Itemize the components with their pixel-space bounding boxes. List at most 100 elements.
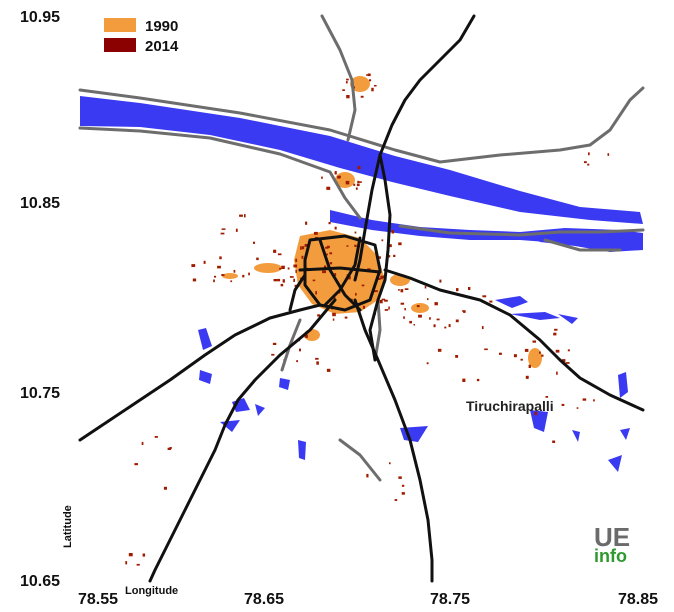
tank-12	[530, 410, 548, 432]
urban-2014-speck	[463, 311, 466, 313]
urban-2014-speck	[413, 324, 415, 326]
urban-2014-speck	[561, 403, 565, 406]
urban-2014-speck	[214, 275, 217, 278]
urban-2014-speck	[342, 89, 345, 91]
urban-2014-speck	[584, 161, 587, 164]
urban-2014-speck	[321, 176, 323, 179]
urban-2014-speck	[346, 245, 349, 247]
urban-2014-speck	[433, 324, 436, 328]
urban-2014-speck	[388, 244, 392, 248]
ue-info-logo: UE info	[594, 522, 630, 566]
urban-2014-speck	[545, 396, 549, 398]
urban-2014-speck	[277, 253, 282, 256]
urban-2014-speck	[355, 187, 358, 190]
urban-2014-speck	[315, 357, 319, 360]
tank-7	[255, 404, 265, 416]
urban-2014-speck	[324, 265, 327, 268]
legend-label-2014: 2014	[145, 38, 179, 55]
urban-2014-speck	[384, 309, 389, 311]
legend: 1990 2014	[104, 18, 179, 55]
urban-2014-speck	[305, 221, 308, 225]
water-bodies	[80, 96, 643, 472]
city-label: Tiruchirapalli	[466, 398, 554, 414]
urban-2014-speck	[154, 436, 158, 438]
urban-2014-speck	[141, 441, 144, 445]
urban-patch	[254, 263, 282, 273]
urban-2014-speck	[357, 180, 360, 183]
urban-2014-speck	[253, 241, 255, 244]
road-major	[318, 238, 362, 312]
urban-2014-speck	[354, 231, 357, 234]
urban-2014-speck	[326, 368, 331, 372]
urban-2014-speck	[534, 411, 538, 416]
urban-2014-speck	[136, 563, 140, 566]
logo-info-text: info	[594, 546, 627, 566]
urban-2014-speck	[371, 87, 374, 92]
urban-2014-speck	[358, 181, 362, 183]
road-major	[298, 266, 382, 274]
road-major	[353, 298, 434, 583]
urban-2014-speck	[553, 332, 557, 336]
urban-2014-speck	[388, 255, 391, 258]
urban-2014-speck	[401, 492, 405, 495]
urban-2014-speck	[582, 398, 587, 401]
urban-2014-speck	[315, 291, 317, 295]
urban-2014-speck	[484, 348, 488, 351]
urban-2014-speck	[455, 355, 459, 358]
urban-2014-speck	[576, 407, 579, 409]
urban-2014-speck	[593, 399, 595, 402]
urban-2014-speck	[273, 279, 278, 282]
y-tick-label: 10.75	[20, 385, 60, 402]
tank-5	[199, 370, 212, 384]
road-minor	[320, 14, 357, 142]
urban-2014-speck	[134, 463, 138, 466]
urban-2014-speck	[525, 375, 529, 379]
urban-2014-speck	[281, 265, 285, 269]
urban-2014-speck	[235, 228, 238, 232]
urban-2014-speck	[462, 310, 466, 312]
urban-2014-speck	[346, 95, 350, 99]
urban-2014-speck	[539, 351, 541, 354]
urban-2014-speck	[426, 362, 429, 365]
urban-2014-speck	[287, 267, 290, 270]
urban-2014-speck	[481, 326, 484, 330]
urban-2014-speck	[427, 298, 429, 301]
urban-2014-speck	[444, 326, 447, 329]
urban-patch	[411, 303, 429, 313]
road-major	[78, 303, 322, 442]
urban-2014-speck	[282, 279, 285, 283]
legend-swatch-1990	[104, 18, 136, 32]
tank-15	[620, 428, 630, 440]
urban-2014-speck	[434, 302, 438, 306]
urban-2014-speck	[398, 289, 400, 291]
urban-2014-speck	[367, 73, 371, 77]
river-channel	[530, 236, 643, 252]
urban-2014-speck	[167, 447, 172, 450]
urban-2014-speck	[217, 265, 221, 269]
urban-2014-speck	[391, 230, 395, 234]
urban-2014-speck	[125, 561, 128, 565]
urban-2014-speck	[439, 279, 442, 283]
urban-2014-speck	[565, 362, 570, 364]
urban-2014-speck	[317, 314, 321, 317]
urban-2014-speck	[271, 353, 275, 356]
urban-2014-speck	[325, 246, 329, 249]
urban-2014-speck	[333, 297, 336, 299]
urban-patch	[222, 273, 238, 279]
urban-2014-speck	[429, 317, 431, 320]
urban-2014-speck	[357, 165, 361, 170]
tank-16	[608, 455, 622, 472]
y-axis-ticks: 10.95 10.85 10.75 10.65	[20, 9, 60, 590]
urban-2014-speck	[289, 276, 294, 278]
urban-2014-speck	[607, 153, 610, 156]
urban-patch	[528, 348, 542, 368]
major-roads	[78, 14, 645, 583]
y-tick-label: 10.85	[20, 195, 60, 212]
urban-2014-speck	[355, 292, 357, 296]
tank-10	[298, 440, 306, 460]
urban-2014-speck	[380, 275, 383, 280]
urban-2014-speck	[554, 328, 558, 331]
urban-2014-speck	[360, 95, 364, 98]
urban-2014-speck	[567, 349, 570, 352]
